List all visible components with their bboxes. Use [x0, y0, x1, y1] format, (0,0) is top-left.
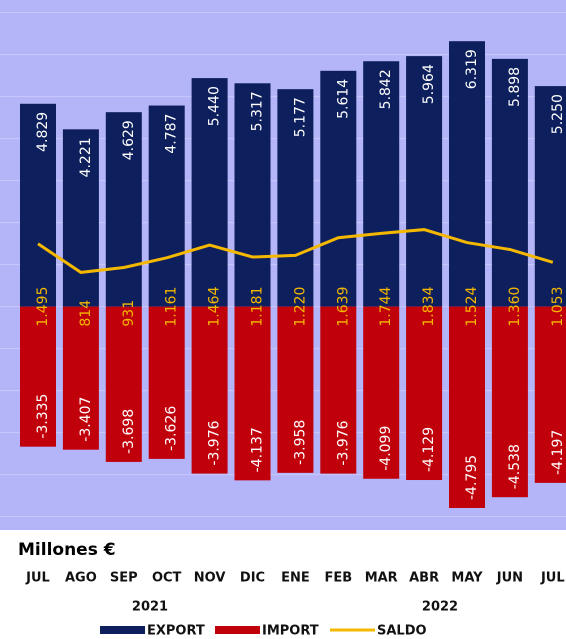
- bar: [406, 56, 443, 307]
- value-label: 4.629: [121, 120, 137, 160]
- x-tick-label: JUN: [496, 571, 523, 586]
- bar: [277, 306, 314, 473]
- year-label: 2022: [422, 600, 458, 615]
- value-label: -4.795: [464, 455, 480, 500]
- x-tick-label: AGO: [65, 571, 97, 586]
- value-label: 4.221: [78, 137, 94, 177]
- bar: [534, 306, 566, 483]
- year-label: 2021: [132, 600, 168, 615]
- saldo-line: [37, 228, 554, 274]
- bar: [20, 103, 56, 307]
- value-label: -4.099: [378, 426, 394, 471]
- value-label: 1.495: [35, 287, 51, 327]
- x-tick-label: FEB: [324, 571, 352, 586]
- value-label: -4.538: [507, 444, 523, 489]
- bar: [191, 306, 228, 474]
- legend-label: IMPORT: [262, 624, 319, 639]
- bar: [62, 306, 99, 450]
- bar: [491, 58, 528, 307]
- bar: [320, 306, 357, 474]
- bar: [449, 306, 485, 508]
- value-label: 5.842: [378, 69, 394, 109]
- x-tick-label: JUL: [540, 571, 565, 586]
- bar: [534, 86, 566, 307]
- value-label: -3.958: [292, 420, 308, 465]
- value-label: -4.137: [250, 427, 266, 472]
- value-label: 5.317: [250, 91, 266, 131]
- x-tick-label: ABR: [409, 571, 439, 586]
- value-label: 1.524: [464, 286, 480, 326]
- bar: [277, 89, 314, 307]
- bar: [491, 306, 528, 498]
- value-label: -4.129: [421, 427, 437, 472]
- value-label: 6.319: [464, 49, 480, 89]
- bar: [148, 306, 185, 459]
- bar: [20, 306, 56, 447]
- value-label: 5.177: [292, 97, 308, 137]
- value-label: 1.464: [207, 286, 223, 326]
- y-axis-label: Millones €: [18, 540, 116, 560]
- value-label: 814: [78, 300, 94, 327]
- value-label: 5.440: [207, 86, 223, 126]
- bar: [320, 70, 357, 307]
- legend-swatch: [215, 626, 260, 634]
- value-label: 5.898: [507, 67, 523, 107]
- value-label: 4.787: [164, 114, 180, 154]
- x-tick-label: SEP: [110, 571, 138, 586]
- value-label: -3.976: [207, 420, 223, 465]
- bar: [363, 306, 400, 479]
- value-label: -4.197: [550, 430, 566, 475]
- x-tick-label: MAY: [451, 571, 483, 586]
- value-label: -3.335: [35, 394, 51, 439]
- value-label: -3.407: [78, 397, 94, 442]
- value-label: 1.639: [335, 287, 351, 327]
- x-tick-label: DIC: [240, 571, 265, 586]
- legend-label: EXPORT: [147, 624, 205, 639]
- value-label: 1.181: [250, 287, 266, 327]
- legend-swatch: [100, 626, 145, 634]
- value-label: -3.698: [121, 409, 137, 454]
- x-tick-label: ENE: [281, 571, 310, 586]
- value-label: -3.976: [335, 420, 351, 465]
- x-tick-label: MAR: [365, 571, 398, 586]
- x-tick-label: JUL: [25, 571, 50, 586]
- x-tick-label: OCT: [152, 571, 182, 586]
- bar: [105, 306, 142, 462]
- legend-label: SALDO: [377, 624, 427, 639]
- value-label: 5.964: [421, 64, 437, 104]
- value-label: 1.360: [507, 287, 523, 327]
- value-label: 1.220: [292, 287, 308, 327]
- bar: [62, 129, 99, 307]
- value-label: 1.744: [378, 286, 394, 326]
- value-label: 5.614: [335, 79, 351, 119]
- value-label: 5.250: [550, 94, 566, 134]
- value-label: 1.161: [164, 287, 180, 327]
- bar: [363, 61, 400, 307]
- bar: [406, 306, 443, 481]
- bar: [191, 78, 228, 307]
- bar: [449, 41, 485, 307]
- value-label: 1.053: [550, 287, 566, 327]
- bar: [148, 105, 185, 307]
- value-label: 931: [121, 300, 137, 327]
- bar: [105, 112, 142, 307]
- value-label: 4.829: [35, 112, 51, 152]
- value-label: -3.626: [164, 406, 180, 451]
- bar: [234, 83, 271, 307]
- x-tick-label: NOV: [194, 571, 226, 586]
- bar: [234, 306, 271, 481]
- value-label: 1.834: [421, 286, 437, 326]
